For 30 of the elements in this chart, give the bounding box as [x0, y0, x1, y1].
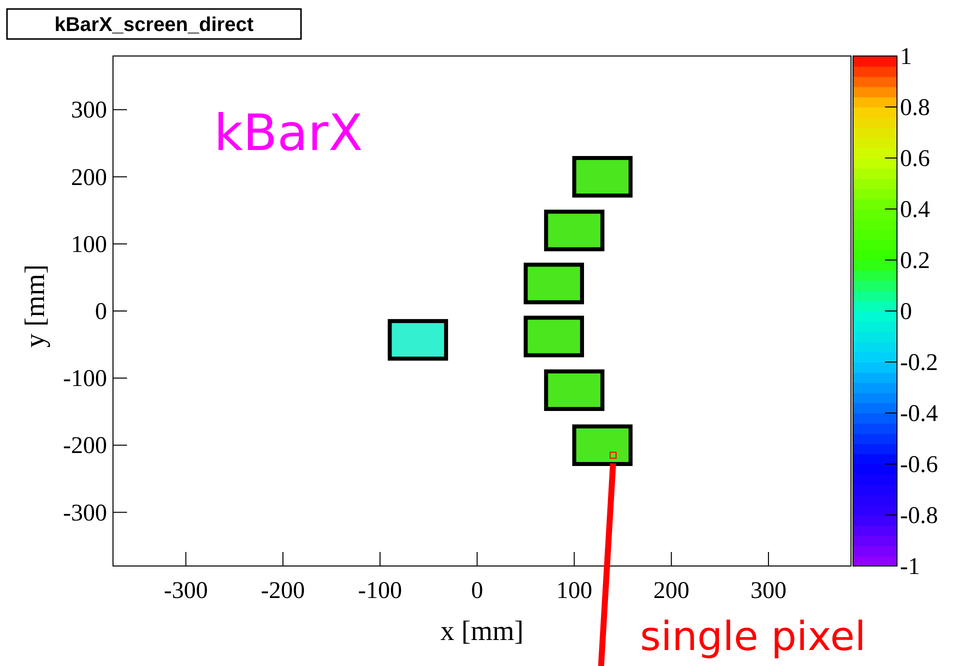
color-bar-label: -0.6 [900, 452, 938, 478]
x-tick-label: 300 [750, 578, 786, 604]
x-tick-label: 200 [653, 578, 690, 604]
annotation: single pixel [640, 614, 866, 660]
x-tick-label: -300 [164, 578, 208, 604]
color-bar-label: -0.8 [900, 503, 938, 529]
color-bar-label: 0.6 [900, 146, 930, 172]
color-bar-label: 0 [900, 299, 912, 325]
color-bar-label: 0.8 [900, 95, 930, 121]
color-bar-label: 0.4 [900, 197, 930, 223]
annotation: kBarX [214, 104, 363, 162]
y-tick-label: 200 [71, 164, 107, 191]
y-tick-label: -100 [63, 366, 107, 392]
color-bar-label: 1 [900, 44, 912, 70]
color-bar-label: 0.2 [900, 248, 930, 274]
color-bar-label: -1 [900, 554, 920, 580]
y-axis-title: y [mm] [20, 264, 51, 348]
x-axis-title: x [mm] [440, 616, 524, 647]
x-tick-label: -100 [358, 578, 402, 604]
y-tick-label: -200 [63, 433, 107, 460]
x-tick-label: 100 [556, 578, 592, 604]
chart-title: kBarX_screen_direct [54, 14, 254, 36]
y-tick-label: 100 [71, 232, 107, 258]
color-bar-label: -0.2 [900, 350, 938, 376]
x-tick-label: -200 [260, 578, 305, 604]
x-tick-label: 0 [471, 578, 484, 604]
y-tick-label: 300 [71, 98, 107, 124]
color-bar-label: -0.4 [900, 401, 938, 427]
y-tick-label: -300 [63, 500, 107, 526]
y-tick-label: 0 [95, 299, 107, 325]
